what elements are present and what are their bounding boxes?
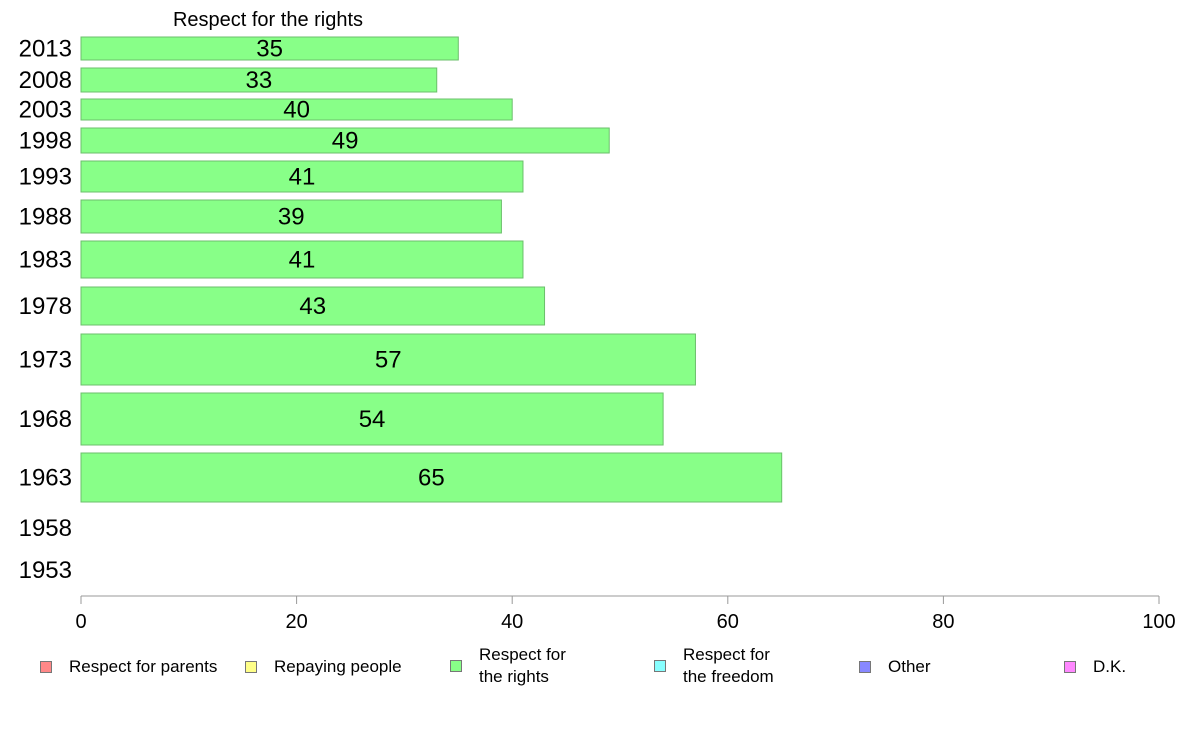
- y-tick-label: 2013: [19, 36, 72, 63]
- y-tick-label: 1953: [19, 557, 72, 584]
- bar: [80, 160, 524, 193]
- legend-item-dk: D.K.: [1064, 656, 1126, 678]
- y-tick-label: 1973: [19, 347, 72, 374]
- bar: [80, 452, 783, 503]
- x-tick-label: 0: [75, 611, 86, 633]
- x-tick-label: 60: [717, 611, 739, 633]
- legend-swatch-icon: [654, 660, 666, 672]
- data-label: 40: [283, 97, 310, 124]
- y-tick-label: 1978: [19, 293, 72, 320]
- x-tick-label: 40: [501, 611, 523, 633]
- y-tick-label: 2008: [19, 67, 72, 94]
- bar: [80, 240, 524, 279]
- legend-label: Other: [888, 657, 931, 676]
- legend-swatch-icon: [859, 661, 871, 673]
- legend-item-respect-for-the-rights: Respect for the rights: [450, 644, 566, 688]
- legend-swatch-icon: [245, 661, 257, 673]
- y-tick-label: 1968: [19, 406, 72, 433]
- bar: [80, 98, 513, 121]
- legend-label: Repaying people: [274, 657, 402, 676]
- data-label: 57: [375, 347, 402, 374]
- legend-label: Respect for the freedom: [683, 645, 774, 686]
- legend-item-respect-for-parents: Respect for parents: [40, 656, 217, 678]
- bar: [80, 127, 610, 154]
- bar: [80, 286, 546, 326]
- y-tick-label: 1983: [19, 247, 72, 274]
- legend-swatch-icon: [450, 660, 462, 672]
- legend-item-respect-for-the-freedom: Respect for the freedom: [654, 644, 774, 688]
- data-label: 39: [278, 204, 305, 231]
- bar: [80, 392, 664, 446]
- chart-title: Respect for the rights: [173, 9, 363, 31]
- data-label: 35: [256, 36, 283, 63]
- y-tick-label: 1963: [19, 465, 72, 492]
- legend-item-other: Other: [859, 656, 931, 678]
- legend-swatch-icon: [40, 661, 52, 673]
- bar: [80, 36, 459, 61]
- data-label: 33: [246, 67, 273, 94]
- legend-label: D.K.: [1093, 657, 1127, 676]
- data-label: 65: [418, 465, 445, 492]
- bar: [80, 67, 438, 93]
- data-label: 41: [289, 247, 316, 274]
- legend-label: Respect for the rights: [479, 645, 566, 686]
- x-tick-label: 20: [285, 611, 307, 633]
- y-tick-label: 1988: [19, 204, 72, 231]
- data-label: 43: [299, 293, 326, 320]
- data-label: 54: [359, 406, 386, 433]
- x-tick-label: 100: [1142, 611, 1175, 633]
- y-tick-label: 1958: [19, 515, 72, 542]
- bar: [80, 199, 502, 234]
- data-label: 49: [332, 128, 359, 155]
- legend-item-repaying-people: Repaying people: [245, 656, 402, 678]
- y-tick-label: 1993: [19, 164, 72, 191]
- legend: Respect for parents Repaying people Resp…: [0, 640, 1188, 700]
- legend-swatch-icon: [1064, 661, 1076, 673]
- data-label: 41: [289, 164, 316, 191]
- x-tick-label: 80: [932, 611, 954, 633]
- y-tick-label: 2003: [19, 97, 72, 124]
- legend-label: Respect for parents: [69, 657, 218, 676]
- y-tick-label: 1998: [19, 128, 72, 155]
- bar: [80, 333, 696, 386]
